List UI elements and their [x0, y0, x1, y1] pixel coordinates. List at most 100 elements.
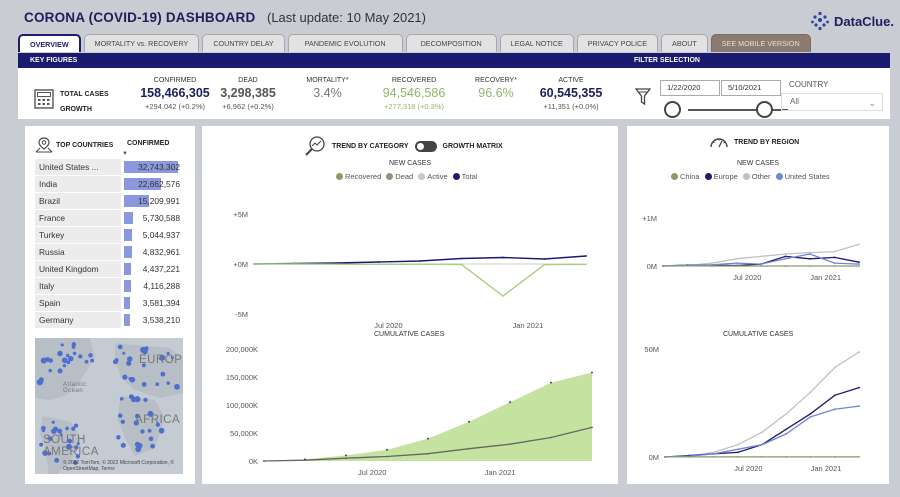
country-select[interactable]: All ⌄ [781, 93, 883, 111]
data-point[interactable] [345, 454, 347, 457]
data-point[interactable] [468, 447, 470, 450]
country-row[interactable]: Germany 3,538,210 [35, 312, 183, 329]
date-slider-end-handle[interactable] [756, 101, 773, 118]
date-slider-start-handle[interactable] [664, 101, 681, 118]
legend-item[interactable]: Recovered [336, 172, 381, 181]
data-point[interactable] [784, 265, 787, 267]
data-point[interactable] [550, 381, 552, 384]
data-point[interactable] [809, 415, 812, 418]
series-area-total[interactable] [264, 372, 592, 462]
case-bubble[interactable] [159, 430, 164, 434]
data-point[interactable] [468, 420, 470, 423]
case-bubble[interactable] [141, 363, 146, 368]
data-point[interactable] [664, 455, 666, 458]
case-bubble[interactable] [135, 446, 142, 453]
case-bubble[interactable] [141, 381, 147, 387]
case-bubble[interactable] [51, 420, 55, 424]
tab-overview[interactable]: OVERVIEW [18, 34, 81, 52]
data-point[interactable] [735, 257, 738, 260]
case-bubble[interactable] [59, 433, 63, 437]
data-point[interactable] [761, 443, 763, 446]
case-bubble[interactable] [60, 343, 64, 347]
data-point[interactable] [386, 448, 388, 451]
case-bubble[interactable] [134, 441, 141, 448]
data-point[interactable] [419, 260, 421, 262]
growth-matrix-toggle[interactable] [414, 140, 437, 152]
data-point[interactable] [712, 453, 715, 455]
tab-privacy-police[interactable]: PRIVACY POLICE [576, 34, 659, 52]
case-bubble[interactable] [143, 397, 148, 402]
series-line-total[interactable] [253, 255, 587, 265]
map-attribution[interactable]: © 2022 TomTom, © 2022 Microsoft Corporat… [63, 460, 175, 472]
data-point[interactable] [585, 263, 587, 266]
country-row[interactable]: Brazil 15,209,991 [35, 193, 183, 210]
case-bubble[interactable] [117, 344, 123, 350]
country-row[interactable]: Italy 4,116,288 [35, 278, 183, 295]
case-bubble[interactable] [90, 358, 95, 363]
legend-item[interactable]: Other [742, 172, 771, 181]
case-bubble[interactable] [51, 428, 57, 434]
legend-item[interactable]: China [671, 172, 700, 181]
sort-desc-icon[interactable]: ▼ [122, 151, 128, 157]
series-line-other[interactable] [662, 243, 860, 267]
case-bubble[interactable] [148, 436, 154, 442]
case-bubble[interactable] [72, 351, 77, 356]
series-line-other[interactable] [664, 351, 860, 458]
case-bubble[interactable] [67, 438, 73, 444]
data-point[interactable] [809, 455, 812, 458]
case-bubble[interactable] [126, 360, 132, 366]
data-point[interactable] [386, 455, 388, 458]
data-point[interactable] [785, 412, 788, 415]
case-bubble[interactable] [174, 383, 180, 390]
legend-item[interactable]: Europe [704, 172, 738, 181]
data-point[interactable] [502, 295, 504, 297]
data-point[interactable] [686, 265, 689, 267]
data-point[interactable] [427, 452, 429, 455]
data-point[interactable] [784, 255, 787, 258]
data-point[interactable] [591, 371, 593, 374]
case-bubble[interactable] [75, 454, 80, 459]
data-point[interactable] [419, 263, 421, 266]
country-row[interactable]: United States ... 32,743,302 [35, 159, 183, 176]
country-row[interactable]: United Kingdom 4,437,221 [35, 261, 183, 278]
data-point[interactable] [509, 443, 511, 446]
dataclue-logo[interactable]: DataClue. [810, 11, 894, 31]
data-point[interactable] [809, 391, 812, 394]
data-point[interactable] [509, 401, 511, 404]
data-point[interactable] [833, 256, 836, 259]
data-point[interactable] [662, 265, 664, 267]
data-point[interactable] [809, 251, 811, 254]
tab-pandemic-evolution[interactable]: PANDEMIC EVOLUTION [287, 34, 403, 52]
data-point[interactable] [550, 436, 552, 439]
data-point[interactable] [502, 256, 504, 259]
data-point[interactable] [858, 265, 860, 267]
country-row[interactable]: France 5,730,588 [35, 210, 183, 227]
case-bubble[interactable] [134, 413, 140, 419]
case-bubble[interactable] [57, 350, 63, 357]
case-bubble[interactable] [73, 423, 79, 428]
case-bubble[interactable] [73, 460, 78, 465]
data-point[interactable] [760, 265, 762, 267]
data-point[interactable] [858, 455, 860, 458]
confirmed-column-header[interactable]: CONFIRMED [127, 140, 170, 147]
data-point[interactable] [785, 428, 788, 431]
tab-country-delay[interactable]: COUNTRY DELAY [202, 34, 285, 52]
date-slider-track[interactable] [688, 109, 788, 111]
data-point[interactable] [833, 366, 836, 369]
data-point[interactable] [427, 437, 429, 440]
data-point[interactable] [833, 265, 836, 267]
data-point[interactable] [785, 432, 788, 435]
case-bubble[interactable] [166, 351, 170, 355]
case-bubble[interactable] [71, 426, 76, 431]
data-point[interactable] [858, 243, 860, 246]
case-bubble[interactable] [41, 428, 46, 432]
data-point[interactable] [711, 265, 713, 267]
case-bubble[interactable] [140, 429, 145, 434]
data-point[interactable] [336, 263, 338, 266]
case-bubble[interactable] [122, 374, 128, 380]
case-bubble[interactable] [47, 436, 51, 440]
case-bubble[interactable] [126, 356, 133, 362]
case-bubble[interactable] [147, 410, 154, 417]
case-bubble[interactable] [134, 396, 141, 403]
case-bubble[interactable] [71, 345, 76, 349]
